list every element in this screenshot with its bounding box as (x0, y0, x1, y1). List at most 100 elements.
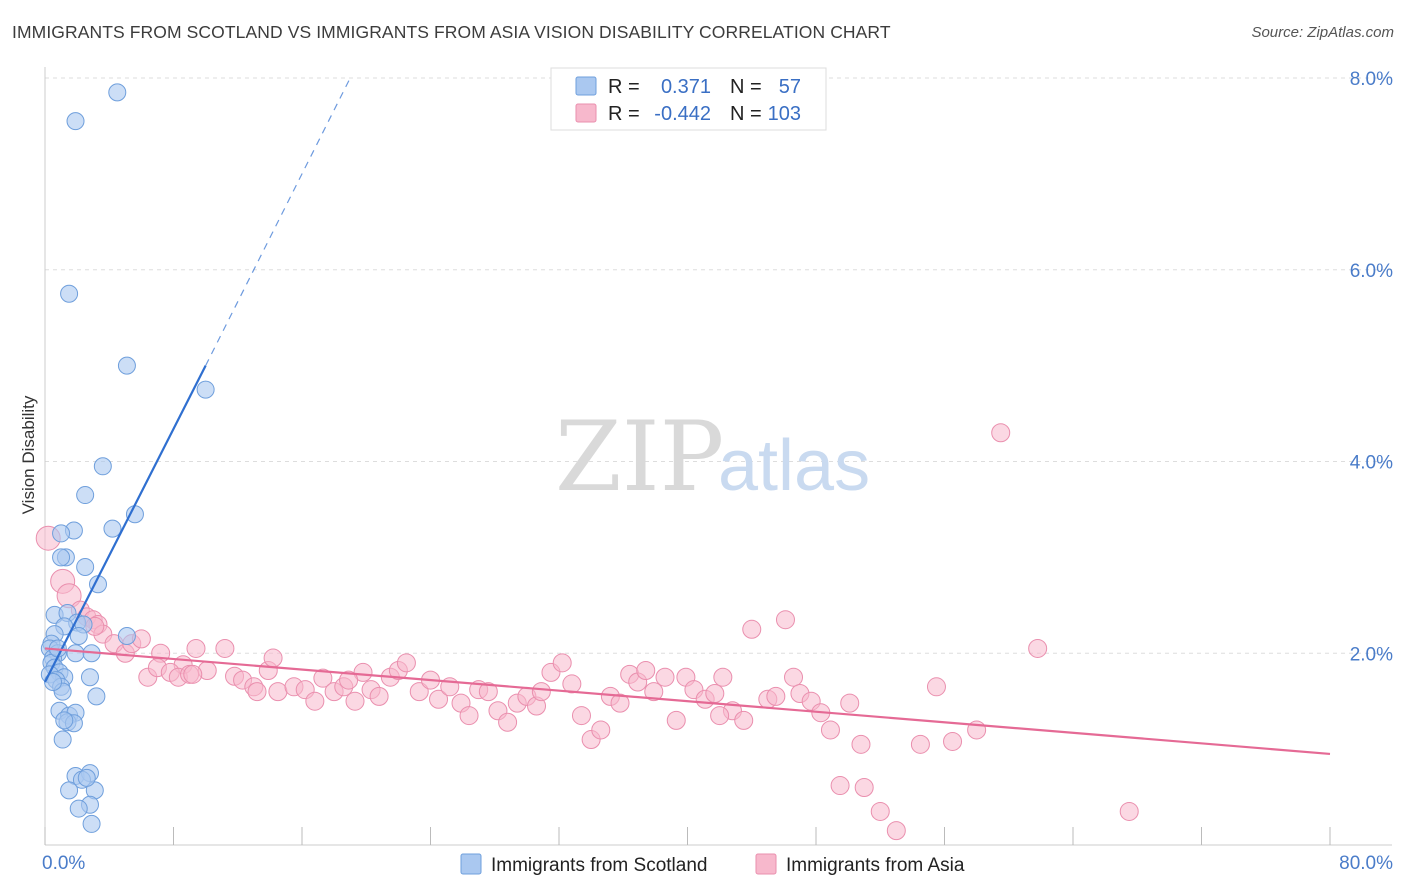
series-legend: Immigrants from Scotland Immigrants from… (460, 853, 965, 876)
scotland-point (66, 112, 85, 131)
asia-point (943, 731, 963, 751)
scotland-trend-extension (205, 77, 351, 366)
scotland-point (55, 711, 74, 730)
asia-point (991, 423, 1011, 443)
asia-point (666, 710, 686, 730)
legend-r-value-scotland: 0.371 (661, 76, 711, 98)
asia-point (247, 682, 267, 702)
asia-point (498, 712, 518, 732)
scotland-point (117, 626, 136, 645)
scotland-point (87, 687, 106, 706)
scotland-point (117, 356, 136, 375)
x-tick-label: 80.0% (1339, 853, 1393, 874)
asia-point (1119, 801, 1139, 821)
asia-point (644, 682, 664, 702)
legend-n-label-scotland: N = (730, 76, 762, 98)
scotland-point (93, 457, 112, 476)
scotland-point (53, 730, 72, 749)
chart-title: IMMIGRANTS FROM SCOTLAND VS IMMIGRANTS F… (12, 22, 891, 42)
watermark: ZIP atlas (555, 401, 870, 513)
asia-point (591, 720, 611, 740)
x-tick-labels: 0.0% 80.0% (42, 853, 1393, 874)
series-legend-swatch-scotland (460, 853, 482, 875)
asia-point (705, 684, 725, 704)
asia-point (186, 638, 206, 658)
asia-point (531, 682, 551, 702)
grid-lines (45, 77, 1392, 654)
asia-point (339, 670, 359, 690)
y-tick-label: 8.0% (1350, 69, 1393, 90)
legend-swatch-asia (575, 103, 597, 123)
asia-point (396, 653, 416, 673)
asia-point (429, 689, 449, 709)
asia-point (784, 667, 804, 687)
asia-point (820, 720, 840, 740)
scotland-point (196, 380, 215, 399)
scotland-points (40, 83, 215, 833)
scotland-point (82, 814, 101, 833)
axes (44, 67, 1392, 846)
legend-r-label-scotland: R = (608, 76, 640, 98)
y-tick-label: 4.0% (1350, 453, 1393, 474)
y-tick-label: 2.0% (1350, 644, 1393, 665)
asia-points (35, 423, 1139, 841)
x-tick-label: 0.0% (42, 853, 85, 874)
asia-point (713, 667, 733, 687)
trend-lines (44, 77, 1331, 756)
asia-point (263, 648, 283, 668)
stats-legend: R = 0.371 N = 57 R = -0.442 N = 103 (550, 67, 827, 131)
legend-n-value-asia: 103 (768, 103, 801, 125)
asia-point (478, 682, 498, 702)
asia-point (636, 661, 656, 681)
y-axis-label: Vision Disability (19, 395, 38, 514)
asia-point (313, 668, 333, 688)
asia-point (910, 734, 930, 754)
asia-point (571, 706, 591, 726)
y-tick-label: 6.0% (1350, 261, 1393, 282)
series-legend-swatch-asia (755, 853, 777, 875)
asia-point (552, 653, 572, 673)
asia-point (926, 677, 946, 697)
asia-point (854, 777, 874, 797)
watermark-zip: ZIP (555, 401, 724, 513)
asia-point (459, 706, 479, 726)
asia-point (830, 776, 850, 796)
scotland-point (52, 548, 71, 567)
legend-swatch-scotland (575, 76, 597, 96)
asia-point (734, 710, 754, 730)
watermark-atlas: atlas (718, 426, 870, 506)
asia-point (886, 821, 906, 841)
asia-point (766, 686, 786, 706)
scotland-point (69, 799, 88, 818)
asia-point (840, 693, 860, 713)
asia-trend-line (44, 647, 1331, 756)
scotland-point (60, 284, 79, 303)
scotland-point (66, 644, 85, 663)
scotland-point (60, 781, 79, 800)
scotland-point (76, 557, 95, 576)
legend-r-label-asia: R = (608, 103, 640, 125)
chart-source: Source: ZipAtlas.com (1251, 24, 1394, 41)
asia-point (610, 693, 630, 713)
legend-n-label-asia: N = (730, 103, 762, 125)
scotland-point (69, 626, 88, 645)
scotland-point (44, 673, 63, 692)
asia-point (710, 706, 730, 726)
asia-point (775, 610, 795, 630)
legend-n-value-scotland: 57 (779, 76, 801, 98)
asia-point (655, 667, 675, 687)
scotland-point (108, 83, 127, 102)
stats-legend-box (550, 67, 827, 131)
scotland-point (80, 668, 99, 687)
asia-point (215, 638, 235, 658)
asia-point (268, 682, 288, 702)
series-legend-label-scotland: Immigrants from Scotland (491, 855, 707, 876)
asia-point (369, 686, 389, 706)
asia-point (562, 674, 582, 694)
series-legend-label-asia: Immigrants from Asia (786, 855, 965, 876)
scotland-point (76, 486, 95, 505)
legend-r-value-asia: -0.442 (654, 103, 711, 125)
scotland-trend-line (44, 365, 207, 683)
asia-point (409, 682, 429, 702)
